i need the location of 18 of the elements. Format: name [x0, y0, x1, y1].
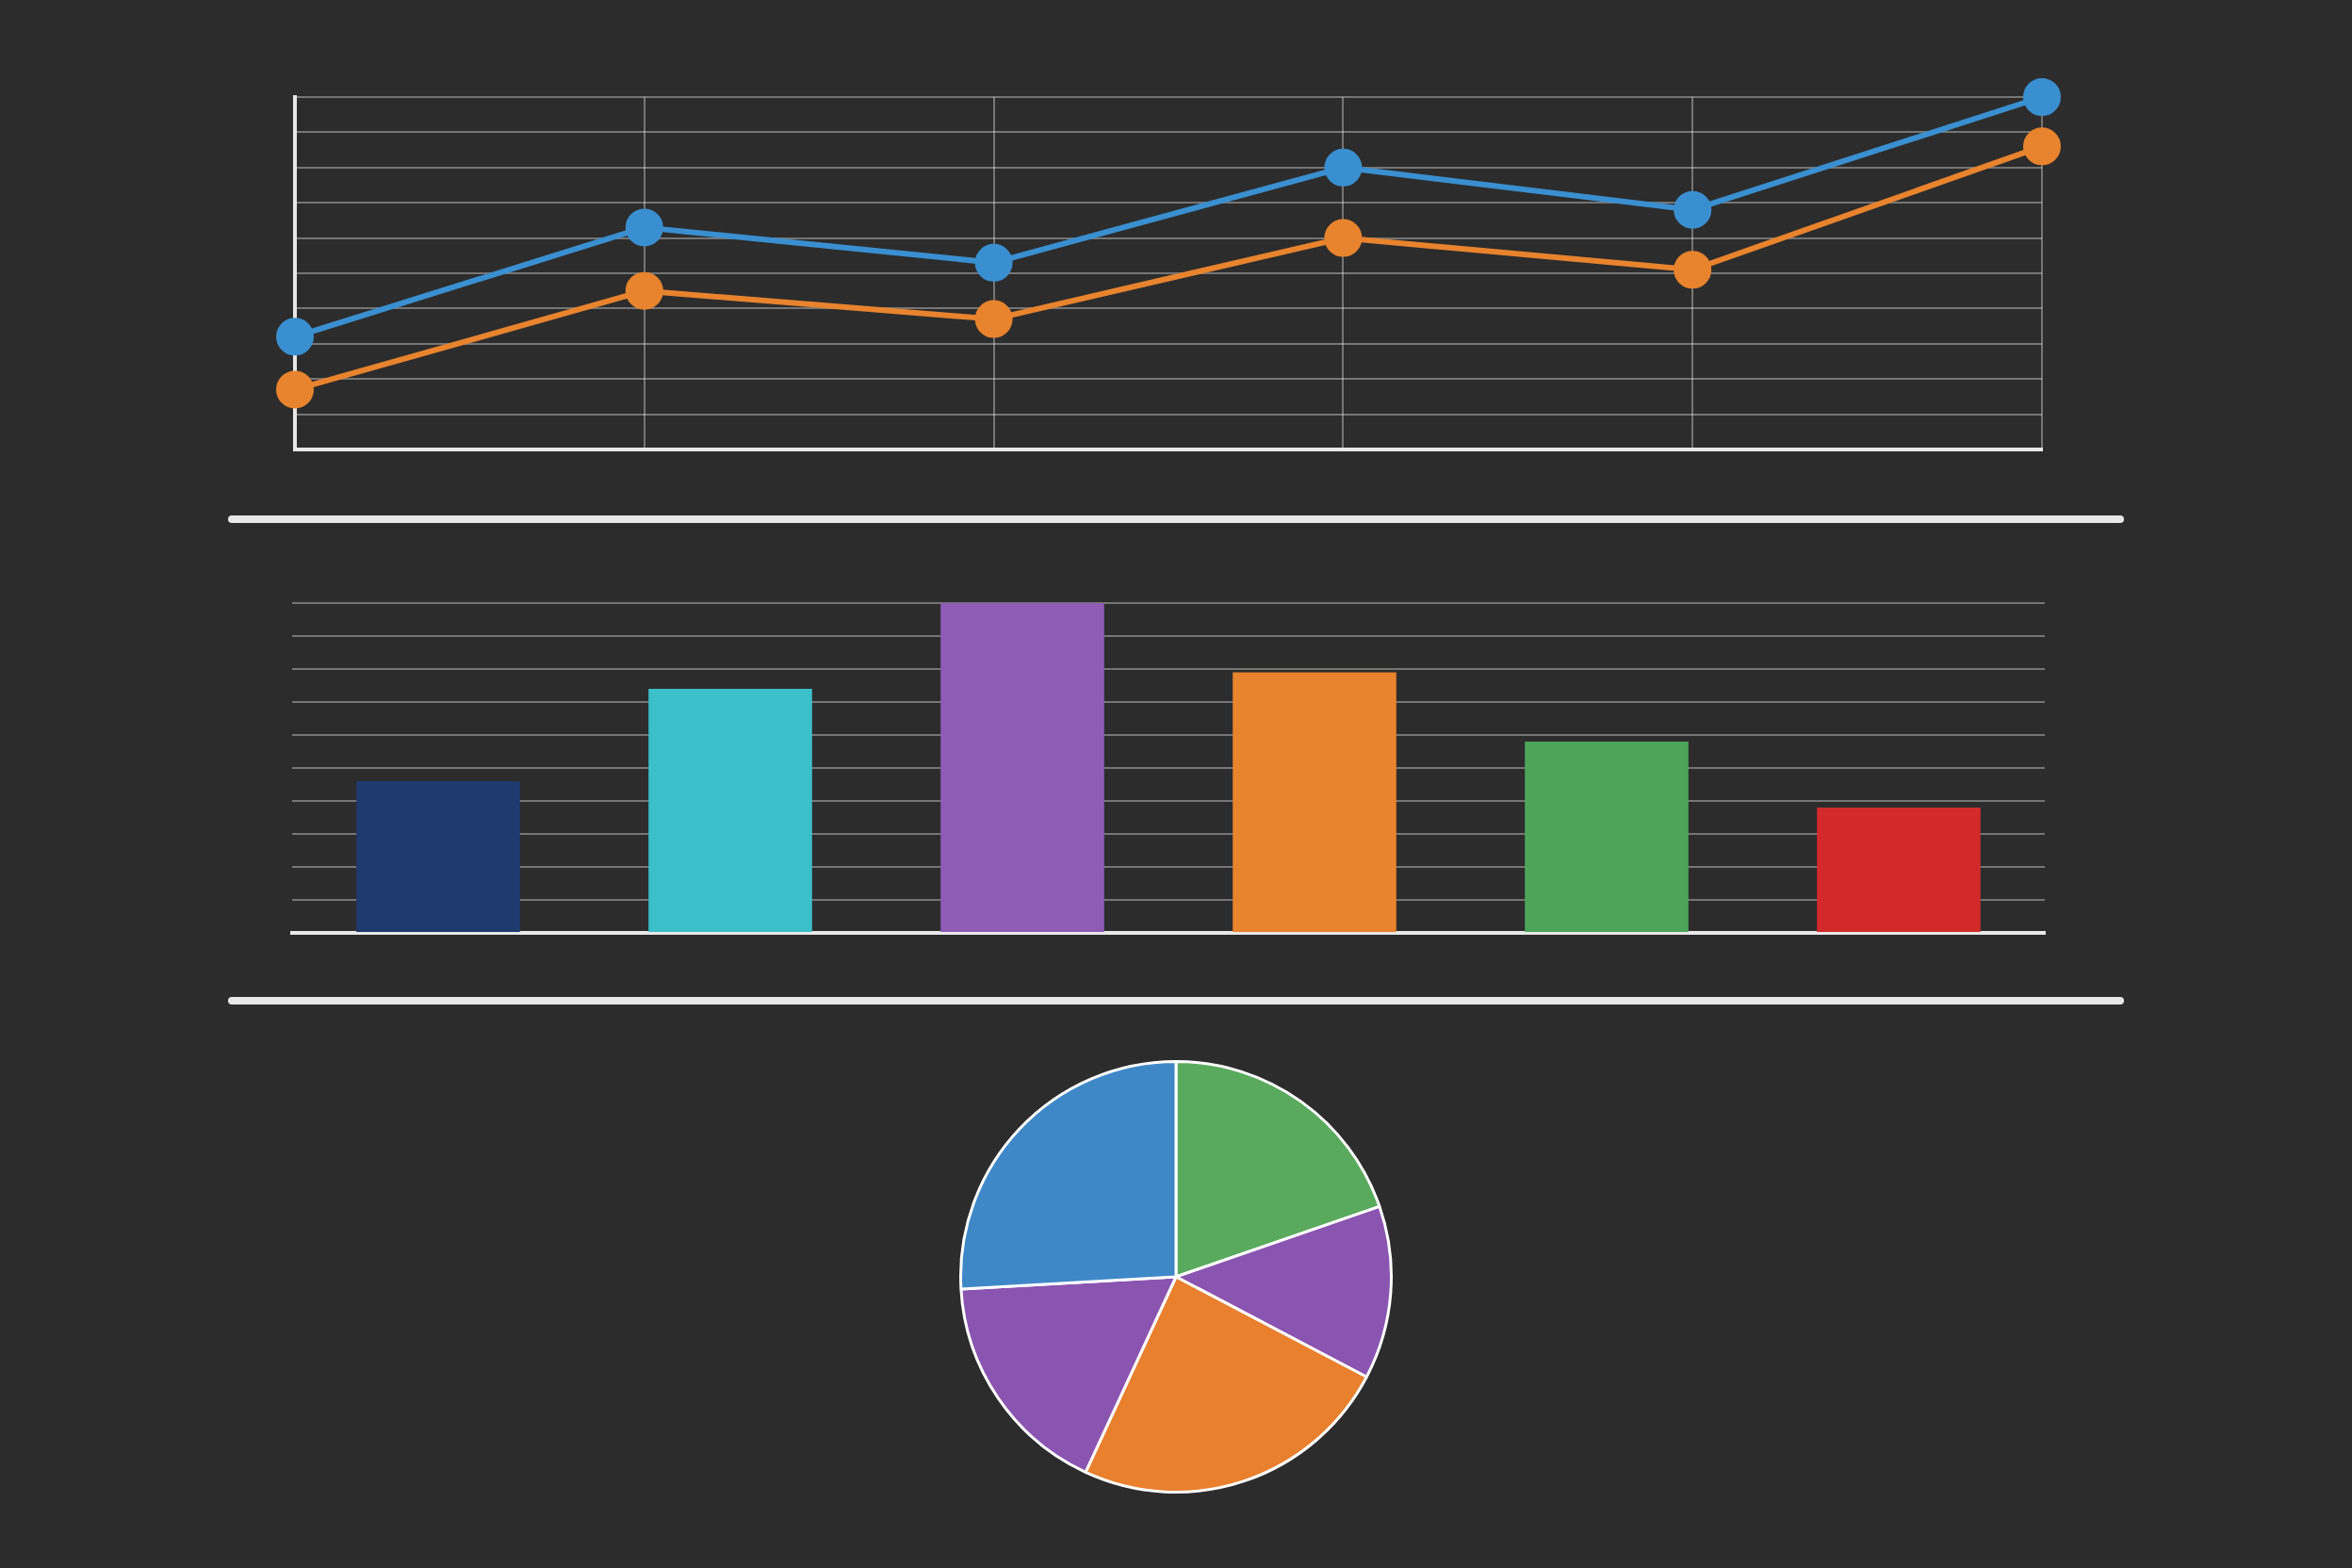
bar	[1525, 742, 1689, 932]
point	[276, 370, 314, 409]
bar	[648, 689, 812, 932]
bar	[940, 603, 1104, 932]
point	[1324, 148, 1363, 187]
point	[2023, 127, 2061, 166]
point	[974, 300, 1013, 338]
point	[625, 208, 663, 247]
point	[276, 318, 314, 356]
bar	[1233, 672, 1396, 932]
point	[1674, 190, 1712, 229]
bar	[1817, 808, 1981, 932]
point	[1324, 219, 1363, 257]
point	[625, 271, 663, 310]
point	[2023, 78, 2061, 116]
point	[974, 243, 1013, 282]
bar	[356, 781, 520, 932]
point	[1674, 251, 1712, 289]
